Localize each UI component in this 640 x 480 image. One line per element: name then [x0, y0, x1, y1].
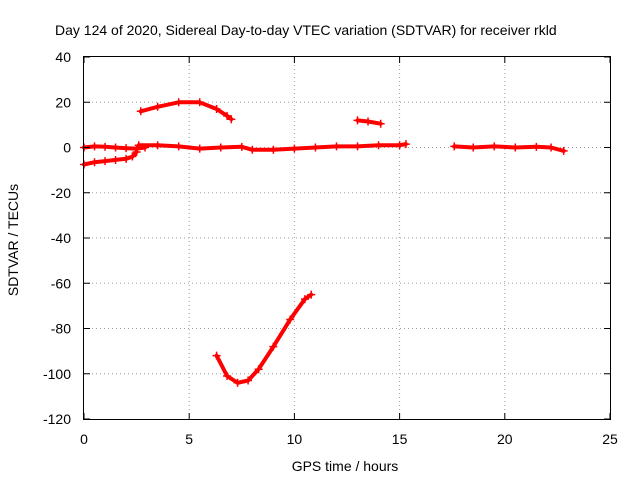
data-point — [136, 107, 145, 116]
data-point — [311, 143, 320, 152]
data-point — [134, 141, 143, 150]
data-point — [269, 145, 278, 154]
data-point — [401, 140, 410, 149]
data-point — [559, 146, 568, 155]
data-point — [174, 98, 183, 107]
data-point — [212, 105, 221, 114]
data-point — [195, 98, 204, 107]
data-point — [511, 143, 520, 152]
y-tick-label: -80 — [51, 321, 71, 337]
data-point — [286, 315, 295, 324]
data-point — [237, 142, 246, 151]
data-point — [254, 365, 263, 374]
data-point — [450, 142, 459, 151]
data-series — [80, 98, 568, 387]
data-point — [212, 351, 221, 360]
data-point — [111, 155, 120, 164]
data-point — [153, 102, 162, 111]
data-point — [233, 378, 242, 387]
chart-title: Day 124 of 2020, Sidereal Day-to-day VTE… — [55, 22, 557, 38]
data-point — [248, 145, 257, 154]
series-arc-3 — [138, 100, 234, 122]
x-tick-label: 20 — [497, 431, 513, 447]
data-point — [90, 158, 99, 167]
data-point — [227, 115, 236, 124]
data-point — [153, 141, 162, 150]
y-tick-label: -100 — [43, 366, 71, 382]
data-point — [132, 148, 141, 157]
axis-ticks: 0 5 10 15 20 25 40 20 0 -20 -40 -60 -80 -100 -120 — [43, 49, 618, 447]
x-tick-label: 15 — [392, 431, 408, 447]
data-point — [374, 141, 383, 150]
plot-frame — [83, 56, 611, 420]
data-point — [122, 144, 131, 153]
data-point — [223, 111, 232, 120]
y-tick-label: -120 — [43, 411, 71, 427]
data-point — [90, 142, 99, 151]
y-axis-label: SDTVAR / TECUs — [5, 184, 21, 296]
data-point — [469, 143, 478, 152]
y-tick-label: -20 — [51, 185, 71, 201]
y-tick-label: 20 — [55, 94, 71, 110]
y-tick-label: -60 — [51, 275, 71, 291]
data-point — [532, 142, 541, 151]
series-arc-5 — [214, 292, 314, 385]
x-tick-label: 10 — [287, 431, 303, 447]
data-point — [332, 142, 341, 151]
x-tick-label: 0 — [80, 431, 88, 447]
data-point — [376, 119, 385, 128]
data-point — [195, 144, 204, 153]
data-point — [290, 144, 299, 153]
y-tick-label: -40 — [51, 230, 71, 246]
data-point — [353, 142, 362, 151]
grid — [84, 57, 610, 419]
data-point — [122, 154, 131, 163]
data-point — [490, 142, 499, 151]
data-point — [216, 143, 225, 152]
data-point — [111, 143, 120, 152]
data-point — [300, 295, 309, 304]
data-point — [101, 142, 110, 151]
data-point — [353, 116, 362, 125]
data-point — [395, 141, 404, 150]
data-point — [223, 372, 232, 381]
data-point — [364, 117, 373, 126]
y-tick-label: 40 — [55, 49, 71, 65]
data-point — [307, 290, 316, 299]
data-point — [244, 376, 253, 385]
x-tick-label: 5 — [185, 431, 193, 447]
data-point — [174, 142, 183, 151]
y-tick-label: 0 — [63, 140, 71, 156]
x-axis-label: GPS time / hours — [292, 458, 399, 474]
data-point — [101, 157, 110, 166]
data-point — [547, 143, 556, 152]
data-point — [128, 152, 137, 161]
x-tick-label: 25 — [602, 431, 618, 447]
data-point — [269, 342, 278, 351]
